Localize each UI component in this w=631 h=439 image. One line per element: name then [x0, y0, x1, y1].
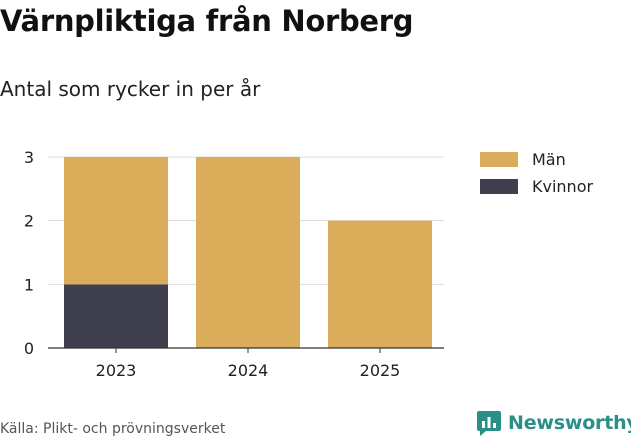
newsworthy-logo-icon — [477, 411, 501, 436]
y-tick-label: 1 — [24, 275, 34, 294]
y-tick-label: 3 — [24, 148, 34, 167]
brand-name: Newsworthy — [508, 412, 631, 434]
legend-item-kvinnor: Kvinnor — [480, 173, 593, 200]
legend-swatch-man — [480, 152, 518, 167]
chart-title: Värnpliktiga från Norberg — [0, 4, 414, 38]
bar-2025-man — [328, 220, 432, 348]
legend: Män Kvinnor — [480, 146, 593, 200]
bar-2024-man — [196, 157, 300, 348]
legend-label-man: Män — [532, 150, 566, 169]
source-note: Källa: Plikt- och prövningsverket — [0, 421, 226, 437]
x-tick-label: 2025 — [360, 361, 401, 380]
legend-swatch-kvinnor — [480, 179, 518, 194]
x-tick-label: 2024 — [228, 361, 269, 380]
newsworthy-logo: Newsworthy — [476, 409, 631, 437]
y-tick-label: 0 — [24, 339, 34, 358]
y-tick-label: 2 — [24, 212, 34, 231]
chart-subtitle: Antal som rycker in per år — [0, 77, 261, 101]
legend-item-man: Män — [480, 146, 593, 173]
bar-2023-man — [64, 157, 168, 285]
x-tick-label: 2023 — [96, 361, 137, 380]
legend-label-kvinnor: Kvinnor — [532, 177, 594, 196]
bar-2023-kvinnor — [64, 284, 168, 348]
